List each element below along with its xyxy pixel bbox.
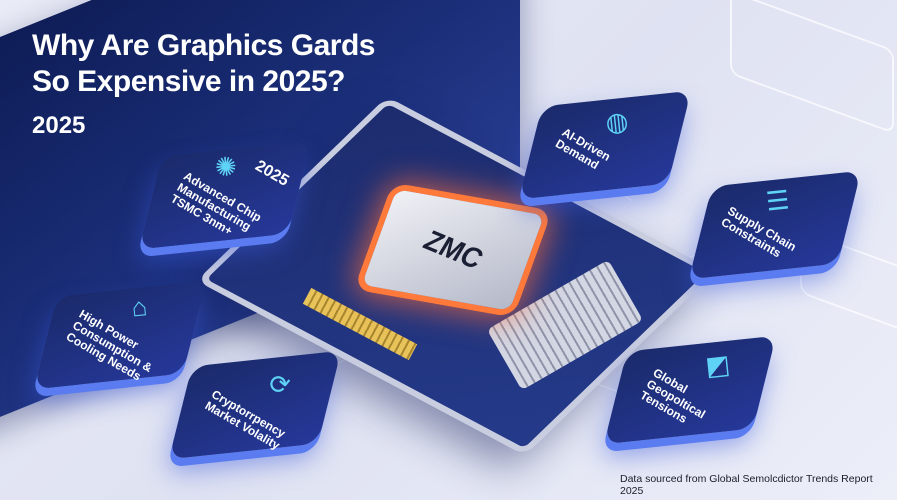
page-title: Why Are Graphics Gards So Expensive in 2… [32, 28, 376, 100]
gear-icon: ✺ [213, 150, 239, 183]
card-crypto: ⟳ Cryptorrpency Market Volality [168, 350, 342, 460]
card-ai-demand: ◍ AI-Driven Demand [518, 90, 692, 200]
subtitle: 2025 [32, 112, 86, 139]
decor-outline [730, 0, 894, 134]
year-badge: 2025 [252, 157, 292, 190]
arch-icon: ⌂ [129, 291, 149, 323]
source-footnote: Data sourced from Global Semolcdictor Tr… [620, 473, 873, 497]
card-text: Global Geopoltical Tensions [637, 365, 708, 426]
title-line: So Expensive in 2025? [32, 65, 345, 98]
exchange-icon: ⟳ [267, 368, 293, 401]
card-text: AI-Driven Demand [553, 125, 613, 173]
chart-icon: ◩ [703, 348, 732, 382]
stack-icon: ☰ [764, 184, 791, 217]
title-line: Why Are Graphics Gards [32, 29, 376, 62]
chip-label: ZMC [417, 224, 489, 275]
ring-icon: ◍ [603, 105, 630, 138]
